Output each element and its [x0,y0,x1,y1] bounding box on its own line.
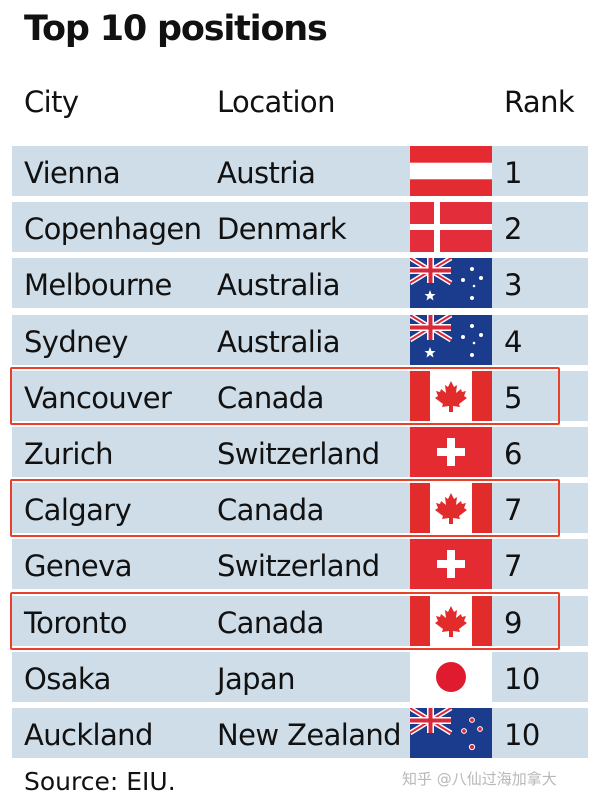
rank-cell: 4 [504,325,522,359]
japan-flag-icon [410,652,492,702]
location-cell: Switzerland [217,437,380,471]
table-row: Sydney Australia 4 [12,315,588,365]
city-cell: Vancouver [24,381,172,415]
location-cell: Japan [217,662,295,696]
location-cell: Australia [217,325,340,359]
table-row: Copenhagen Denmark 2 [12,202,588,252]
city-cell: Osaka [24,662,111,696]
city-cell: Toronto [24,606,127,640]
rank-cell: 9 [504,606,522,640]
location-cell: Australia [217,268,340,302]
header-location: Location [217,85,335,119]
location-cell: Canada [217,381,324,415]
table-row: Vienna Austria 1 [12,146,588,196]
header-rank: Rank [504,85,575,119]
highlight-box [10,592,560,650]
rank-cell: 6 [504,437,522,471]
city-cell: Melbourne [24,268,172,302]
highlight-box [10,367,560,425]
switzerland-flag-icon [410,427,492,477]
city-cell: Vienna [24,156,121,190]
canada-flag-icon [410,596,492,646]
switzerland-flag-icon [410,539,492,589]
new-zealand-flag-icon [410,708,492,758]
source-note: Source: EIU. [24,767,176,796]
canada-flag-icon [410,483,492,533]
highlight-box [10,479,560,537]
city-cell: Copenhagen [24,212,202,246]
location-cell: Canada [217,606,324,640]
location-cell: Canada [217,493,324,527]
table-row: Toronto Canada 9 [12,596,588,646]
austria-flag-icon [410,146,492,196]
australia-flag-icon [410,258,492,308]
location-cell: Switzerland [217,549,380,583]
table-row: Vancouver Canada 5 [12,371,588,421]
rank-cell: 3 [504,268,522,302]
location-cell: Denmark [217,212,347,246]
table-row: Geneva Switzerland 7 [12,539,588,589]
city-cell: Sydney [24,325,128,359]
city-cell: Zurich [24,437,114,471]
city-cell: Calgary [24,493,132,527]
denmark-flag-icon [410,202,492,252]
page-title: Top 10 positions [24,9,328,49]
rank-cell: 10 [504,662,540,696]
location-cell: Austria [217,156,316,190]
australia-flag-icon [410,315,492,365]
header-city: City [24,85,79,119]
canada-flag-icon [410,371,492,421]
rank-cell: 2 [504,212,522,246]
table-row: Auckland New Zealand 10 [12,708,588,758]
location-cell: New Zealand [217,718,402,752]
rank-cell: 10 [504,718,540,752]
rank-cell: 7 [504,493,522,527]
watermark: 知乎 @八仙过海加拿大 [402,770,557,788]
rank-cell: 7 [504,549,522,583]
rank-cell: 5 [504,381,522,415]
table-row: Osaka Japan 10 [12,652,588,702]
city-cell: Auckland [24,718,153,752]
table-row: Melbourne Australia 3 [12,258,588,308]
table-row: Zurich Switzerland 6 [12,427,588,477]
city-cell: Geneva [24,549,132,583]
rank-cell: 1 [504,156,522,190]
table-row: Calgary Canada 7 [12,483,588,533]
